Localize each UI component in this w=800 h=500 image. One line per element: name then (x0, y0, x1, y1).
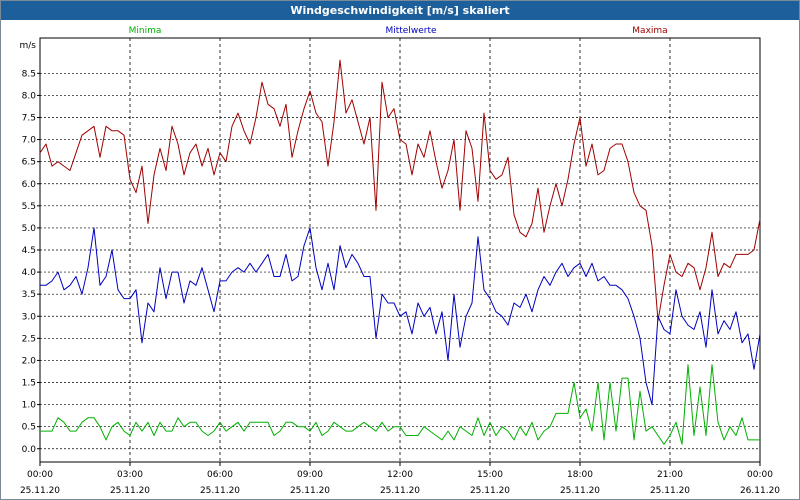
y-tick-label: 1.5 (22, 379, 36, 389)
y-tick-label: 1.0 (22, 401, 37, 411)
x-tick-date-label: 25.11.20 (470, 486, 510, 496)
x-tick-date-label: 25.11.20 (560, 486, 600, 496)
y-tick-label: 7.5 (22, 114, 36, 124)
y-tick-label: 5.0 (22, 224, 37, 234)
x-tick-time-label: 12:00 (387, 470, 413, 480)
x-tick-time-label: 09:00 (297, 470, 323, 480)
y-axis-label: m/s (20, 41, 37, 51)
x-tick-time-label: 00:00 (27, 470, 53, 480)
x-tick-date-label: 25.11.20 (20, 486, 60, 496)
series-line-minima (40, 364, 760, 445)
y-tick-label: 4.5 (22, 246, 36, 256)
y-tick-label: 3.0 (22, 312, 37, 322)
legend-minima: Minima (129, 26, 162, 36)
legend-maxima: Maxima (632, 26, 667, 36)
window-title: Windgeschwindigkeit [m/s] skaliert (1, 1, 799, 20)
labels-layer: 0.0 0.5 1.0 1.5 2.0 2.5 3.0 3.5 4.0 4.5 5.0 5.5 6.0 6… (20, 26, 781, 496)
y-tick-label: 3.5 (22, 290, 36, 300)
series-line-maxima (39, 59, 761, 322)
x-tick-date-label: 25.11.20 (650, 486, 690, 496)
x-tick-time-label: 18:00 (567, 470, 593, 480)
y-tick-label: 0.0 (22, 445, 37, 455)
y-tick-label: 8.5 (22, 69, 36, 79)
x-tick-date-label: 25.11.20 (110, 486, 150, 496)
y-tick-label: 0.5 (22, 423, 36, 433)
series-line-mittelwerte (40, 227, 761, 406)
y-tick-label: 6.5 (22, 158, 36, 168)
x-tick-date-label: 25.11.20 (290, 486, 330, 496)
legend-mittelwerte: Mittelwerte (385, 26, 436, 36)
plot-border (39, 37, 761, 463)
x-tick-time-label: 03:00 (117, 470, 143, 480)
series-layer (39, 59, 761, 445)
y-tick-label: 2.5 (22, 334, 36, 344)
y-tick-label: 6.0 (22, 180, 37, 190)
x-tick-time-label: 21:00 (657, 470, 683, 480)
axes (37, 37, 761, 466)
x-tick-date-label: 25.11.20 (200, 486, 240, 496)
x-tick-date-label: 25.11.20 (380, 486, 420, 496)
y-tick-label: 5.5 (22, 202, 36, 212)
y-tick-label: 4.0 (22, 268, 37, 278)
x-tick-time-label: 00:00 (747, 470, 773, 480)
x-tick-date-label: 26.11.20 (740, 486, 780, 496)
y-tick-label: 8.0 (22, 91, 37, 101)
y-tick-label: 2.0 (22, 356, 37, 366)
y-tick-label: 7.0 (22, 136, 37, 146)
x-tick-time-label: 15:00 (477, 470, 503, 480)
x-tick-time-label: 06:00 (207, 470, 233, 480)
